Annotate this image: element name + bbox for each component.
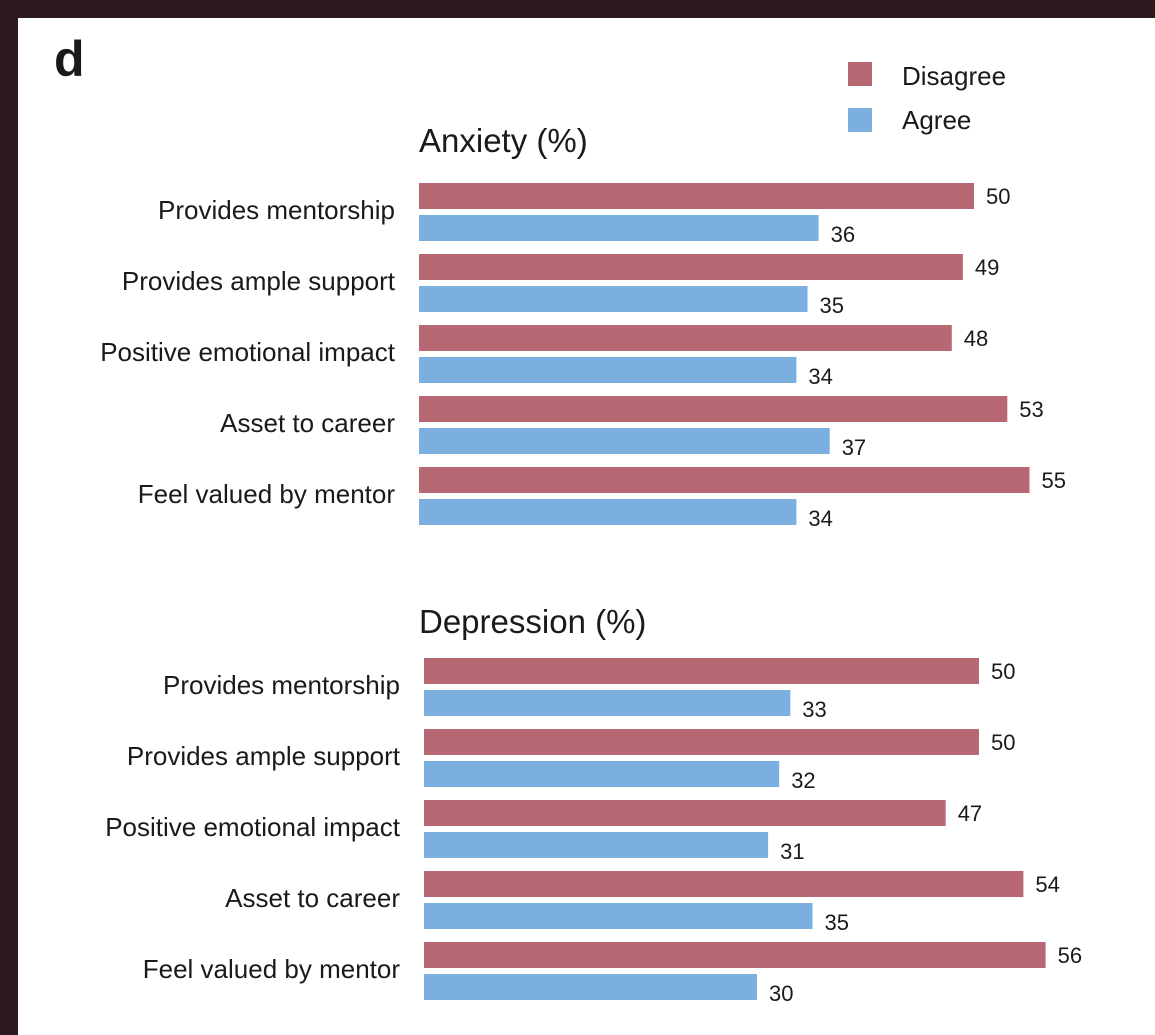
depression-agree-value-label: 33 bbox=[802, 697, 826, 722]
anxiety-disagree-bar bbox=[419, 467, 1030, 493]
anxiety-category-label: Provides ample support bbox=[122, 266, 396, 296]
anxiety-agree-bar bbox=[419, 499, 797, 525]
anxiety-agree-value-label: 37 bbox=[842, 435, 866, 460]
depression-disagree-bar bbox=[424, 800, 946, 826]
anxiety-disagree-value-label: 50 bbox=[986, 184, 1010, 209]
depression-agree-value-label: 32 bbox=[791, 768, 815, 793]
anxiety-disagree-value-label: 49 bbox=[975, 255, 999, 280]
depression-agree-value-label: 30 bbox=[769, 981, 793, 1006]
depression-agree-bar bbox=[424, 761, 780, 787]
depression-disagree-bar bbox=[424, 942, 1046, 968]
depression-disagree-bar bbox=[424, 658, 979, 684]
anxiety-agree-value-label: 35 bbox=[820, 293, 844, 318]
anxiety-disagree-bar bbox=[419, 254, 963, 280]
anxiety-agree-value-label: 34 bbox=[808, 364, 832, 389]
depression-chart-title: Depression (%) bbox=[419, 603, 646, 640]
anxiety-disagree-value-label: 55 bbox=[1042, 468, 1066, 493]
depression-agree-value-label: 35 bbox=[825, 910, 849, 935]
bar-marks: Provides mentorship 50 36 Provides ample su… bbox=[100, 183, 1082, 1006]
legend-swatch-disagree bbox=[848, 62, 872, 86]
legend: Disagree Agree bbox=[848, 61, 1006, 135]
anxiety-disagree-bar bbox=[419, 325, 952, 351]
anxiety-category-label: Provides mentorship bbox=[158, 195, 395, 225]
anxiety-agree-value-label: 36 bbox=[831, 222, 855, 247]
anxiety-disagree-bar bbox=[419, 183, 974, 209]
anxiety-agree-value-label: 34 bbox=[808, 506, 832, 531]
depression-agree-bar bbox=[424, 832, 769, 858]
depression-disagree-value-label: 47 bbox=[958, 801, 982, 826]
panel-letter: d bbox=[54, 31, 85, 87]
depression-category-label: Asset to career bbox=[225, 883, 400, 913]
legend-swatch-agree bbox=[848, 108, 872, 132]
depression-agree-bar bbox=[424, 903, 813, 929]
depression-disagree-value-label: 50 bbox=[991, 730, 1015, 755]
depression-agree-bar bbox=[424, 974, 757, 1000]
anxiety-chart-title: Anxiety (%) bbox=[419, 122, 588, 159]
anxiety-agree-bar bbox=[419, 357, 797, 383]
depression-agree-value-label: 31 bbox=[780, 839, 804, 864]
legend-label-disagree: Disagree bbox=[902, 61, 1006, 91]
depression-disagree-bar bbox=[424, 871, 1024, 897]
legend-label-agree: Agree bbox=[902, 105, 971, 135]
anxiety-agree-bar bbox=[419, 215, 819, 241]
anxiety-disagree-value-label: 48 bbox=[964, 326, 988, 351]
depression-disagree-value-label: 54 bbox=[1035, 872, 1059, 897]
anxiety-disagree-bar bbox=[419, 396, 1008, 422]
depression-agree-bar bbox=[424, 690, 791, 716]
depression-category-label: Feel valued by mentor bbox=[143, 954, 401, 984]
anxiety-category-label: Feel valued by mentor bbox=[138, 479, 396, 509]
depression-category-label: Provides ample support bbox=[127, 741, 401, 771]
anxiety-category-label: Positive emotional impact bbox=[100, 337, 396, 367]
figure-panel: d Disagree Agree Anxiety (%) Depression … bbox=[18, 18, 1155, 1035]
depression-disagree-bar bbox=[424, 729, 979, 755]
depression-category-label: Provides mentorship bbox=[163, 670, 400, 700]
anxiety-disagree-value-label: 53 bbox=[1019, 397, 1043, 422]
depression-disagree-value-label: 50 bbox=[991, 659, 1015, 684]
bar-chart-figure: d Disagree Agree Anxiety (%) Depression … bbox=[54, 31, 1082, 1006]
anxiety-category-label: Asset to career bbox=[220, 408, 395, 438]
depression-disagree-value-label: 56 bbox=[1058, 943, 1082, 968]
anxiety-agree-bar bbox=[419, 428, 830, 454]
depression-category-label: Positive emotional impact bbox=[105, 812, 401, 842]
anxiety-agree-bar bbox=[419, 286, 808, 312]
